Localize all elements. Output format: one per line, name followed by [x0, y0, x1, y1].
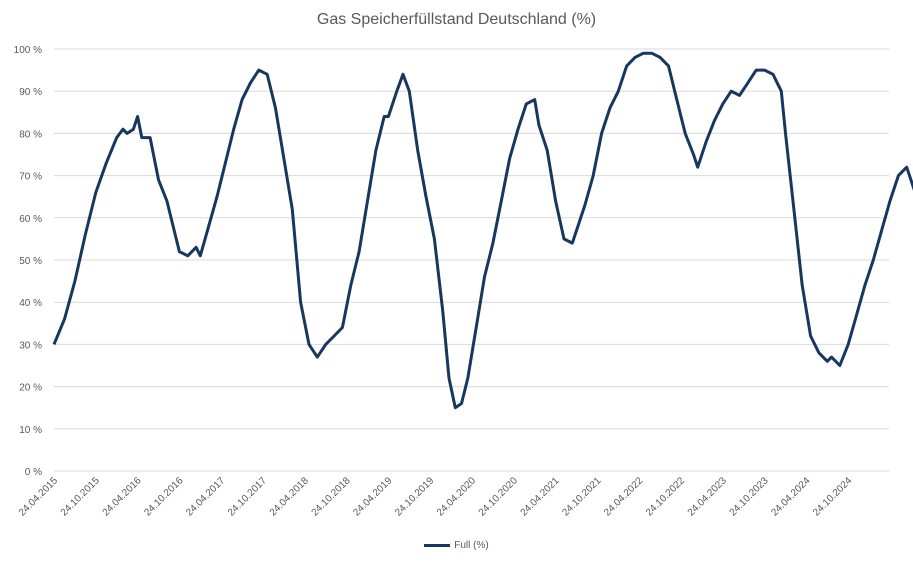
x-tick-label: 24.10.2023	[728, 475, 771, 518]
y-tick-label: 50 %	[19, 256, 42, 267]
y-tick-label: 0 %	[25, 467, 42, 478]
y-tick-label: 20 %	[19, 383, 42, 394]
y-tick-label: 30 %	[19, 340, 42, 351]
x-tick-label: 24.04.2020	[435, 475, 478, 518]
legend: Full (%)	[0, 540, 913, 551]
x-tick-label: 24.04.2023	[686, 475, 729, 518]
y-tick-label: 40 %	[19, 298, 42, 309]
series-line-full	[52, 51, 913, 410]
x-tick-label: 24.10.2022	[644, 475, 687, 518]
y-tick-label: 70 %	[19, 172, 42, 183]
x-tick-label: 24.10.2017	[226, 475, 269, 518]
x-tick-label: 24.04.2017	[184, 475, 227, 518]
x-tick-label: 24.10.2019	[393, 475, 436, 518]
y-tick-label: 100 %	[14, 45, 42, 56]
x-tick-label: 24.04.2024	[769, 475, 812, 518]
y-tick-label: 60 %	[19, 214, 42, 225]
x-tick-label: 24.10.2016	[142, 475, 185, 518]
x-tick-label: 24.04.2016	[101, 475, 144, 518]
y-tick-label: 10 %	[19, 425, 42, 436]
legend-label: Full (%)	[454, 540, 489, 551]
chart-title: Gas Speicherfüllstand Deutschland (%)	[316, 11, 597, 28]
x-tick-label: 24.10.2021	[560, 475, 603, 518]
x-tick-label: 24.04.2021	[519, 475, 562, 518]
x-tick-label: 24.04.2022	[602, 475, 645, 518]
x-tick-label: 24.10.2018	[310, 475, 353, 518]
x-tick-label: 24.04.2018	[268, 475, 311, 518]
x-tick-label: 24.10.2024	[811, 475, 854, 518]
x-tick-label: 24.10.2020	[477, 475, 520, 518]
y-tick-label: 90 %	[19, 87, 42, 98]
legend-swatch	[424, 543, 451, 547]
y-tick-label: 80 %	[19, 129, 42, 140]
x-tick-label: 24.04.2015	[17, 475, 60, 518]
x-tick-label: 24.10.2015	[59, 475, 102, 518]
x-tick-label: 24.04.2019	[351, 475, 394, 518]
